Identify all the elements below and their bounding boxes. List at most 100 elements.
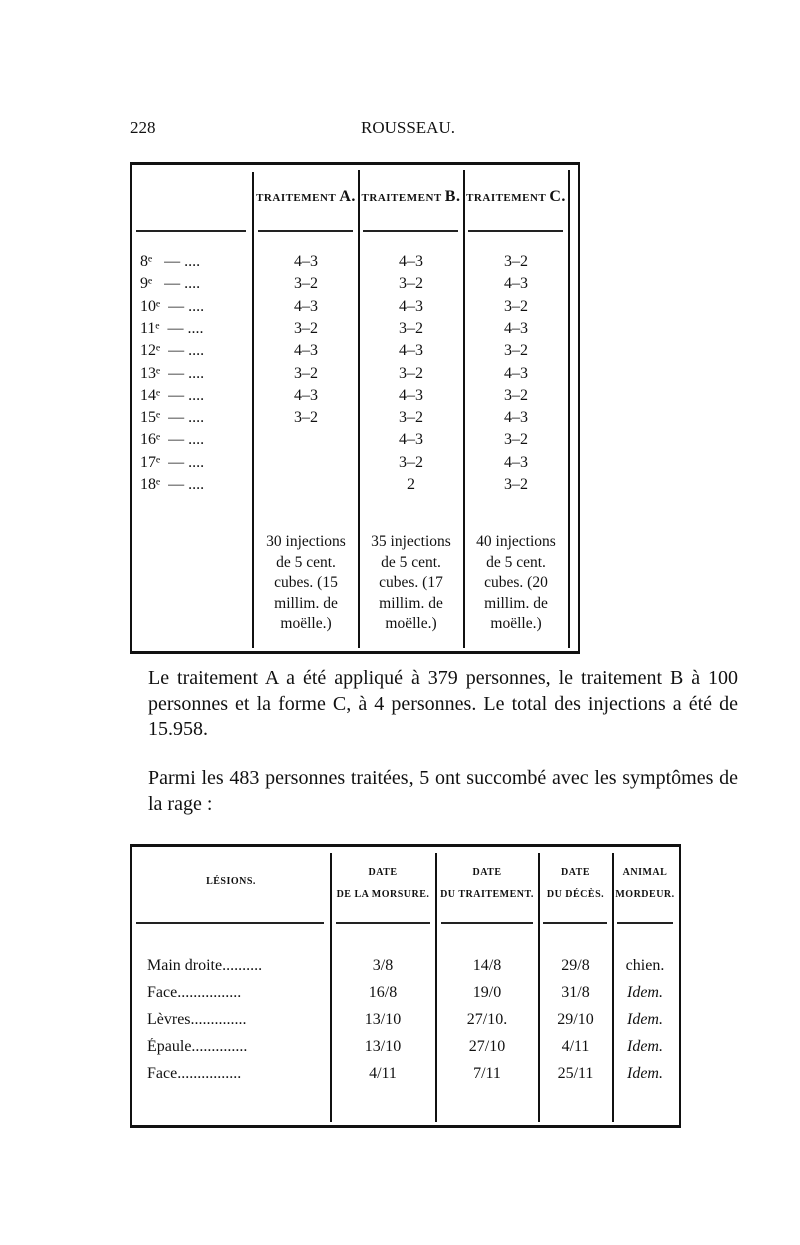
lesion: Main droite.......... <box>147 957 263 974</box>
row-label: 13ᵉ — .... <box>140 364 205 382</box>
cell-c: 3–2 <box>504 386 528 404</box>
header-line: DU TRAITEMENT. <box>440 889 534 900</box>
header-animal-mordeur: ANIMAL MORDEUR. <box>613 862 677 906</box>
cell-a: 4–3 <box>294 253 318 270</box>
column-divider <box>538 853 540 1122</box>
animal-mordeur: Idem. <box>627 984 663 1001</box>
column-divider <box>435 853 437 1122</box>
row-label: 10ᵉ — .... <box>140 297 205 315</box>
note-line: millim. de <box>274 594 338 612</box>
note-line: moëlle.) <box>385 615 437 632</box>
cell-a: 4–3 <box>294 297 318 315</box>
date-morsure: 3/8 <box>372 957 394 974</box>
header-rule <box>363 230 458 232</box>
running-title: ROUSSEAU. <box>361 118 455 137</box>
cell-c: 4–3 <box>504 453 528 471</box>
lesion: Face................ <box>147 1065 242 1082</box>
date-morsure: 13/10 <box>364 1038 402 1055</box>
cell-c: 4–3 <box>504 409 528 427</box>
cell-b: 2 <box>407 476 415 493</box>
note-line: moëlle.) <box>280 615 332 632</box>
column-divider <box>568 170 570 648</box>
header-line: DATE <box>472 867 502 878</box>
date-traitement: 19/0 <box>472 984 502 1001</box>
cell-c: 3–2 <box>504 253 528 270</box>
date-traitement: 27/10. <box>466 1011 508 1028</box>
cell-c: 3–2 <box>504 297 528 315</box>
date-morsure: 16/8 <box>368 984 398 1001</box>
date-deces: 4/11 <box>561 1038 590 1055</box>
cell-b: 3–2 <box>399 453 423 471</box>
note-line: 40 injections <box>476 533 556 550</box>
note-line: cubes. (15 <box>274 574 338 591</box>
paragraph-treatment-summary: Le traitement A a été appliqué à 379 per… <box>148 667 738 740</box>
row-label: 9ᵉ — .... <box>140 275 201 293</box>
paragraph-deaths: Parmi les 483 personnes traitées, 5 ont … <box>148 767 738 815</box>
header-rule <box>617 922 673 924</box>
cell-b: 3–2 <box>399 364 423 382</box>
cell-c: 3–2 <box>504 476 528 493</box>
date-deces: 29/10 <box>557 1011 594 1028</box>
date-deces: 29/8 <box>561 957 590 974</box>
header-traitement-b: TRAITEMENT B. <box>361 188 461 205</box>
header-date-traitement: DATE DU TRAITEMENT. <box>436 862 538 906</box>
header-line: DU DÉCÈS. <box>546 889 605 900</box>
note-line: de 5 cent. <box>276 553 336 571</box>
column-divider <box>252 172 254 648</box>
cell-c: 3–2 <box>504 431 528 449</box>
note-line: de 5 cent. <box>381 553 441 571</box>
animal-mordeur: chien. <box>625 957 665 974</box>
header-traitement-a: TRAITEMENT A. <box>256 188 356 205</box>
note-line: millim. de <box>379 594 443 612</box>
header-rule <box>441 922 533 924</box>
cell-a: 3–2 <box>294 319 318 337</box>
cell-c: 4–3 <box>504 275 528 293</box>
column-divider <box>463 170 465 648</box>
row-label: 8ᵉ — .... <box>140 253 201 270</box>
note-line: 30 injections <box>266 533 346 550</box>
date-morsure: 13/10 <box>364 1011 402 1028</box>
note-line: moëlle.) <box>490 615 542 632</box>
row-label: 17ᵉ — .... <box>140 453 205 471</box>
header-date-morsure: DATE DE LA MORSURE. <box>331 862 435 906</box>
header-line: DATE <box>560 867 591 878</box>
row-label: 11ᵉ — .... <box>140 319 204 337</box>
cell-a: 4–3 <box>294 386 318 404</box>
cell-a: 3–2 <box>294 364 318 382</box>
header-rule <box>336 922 430 924</box>
cell-b: 3–2 <box>399 409 423 427</box>
header-rule <box>258 230 353 232</box>
header-traitement-c: TRAITEMENT C. <box>466 188 566 205</box>
row-label: 18ᵉ — .... <box>140 476 205 493</box>
header-line: DE LA MORSURE. <box>336 889 430 900</box>
note-line: de 5 cent. <box>486 553 546 571</box>
cell-a: 3–2 <box>294 409 318 427</box>
header-rule <box>543 922 607 924</box>
column-divider <box>330 853 332 1122</box>
column-divider <box>612 853 614 1122</box>
date-deces: 25/11 <box>557 1065 594 1082</box>
date-traitement: 14/8 <box>472 957 502 974</box>
cell-b: 3–2 <box>399 275 423 293</box>
date-traitement: 27/10 <box>468 1038 506 1055</box>
note-line: millim. de <box>484 594 548 612</box>
row-label: 16ᵉ — .... <box>140 431 205 449</box>
note-line: cubes. (17 <box>379 574 443 591</box>
page-number: 228 <box>130 118 156 137</box>
cell-b: 4–3 <box>399 297 423 315</box>
row-label: 15ᵉ — .... <box>140 409 205 427</box>
note-line: cubes. (20 <box>484 574 548 591</box>
header-line: MORDEUR. <box>615 889 675 900</box>
header-rule <box>136 922 324 924</box>
header-line: ANIMAL <box>622 867 668 878</box>
header-rule <box>468 230 563 232</box>
cell-b: 4–3 <box>399 342 423 360</box>
table-border <box>130 162 580 654</box>
note-traitement-b: 35 injections de 5 cent. cubes. (17 millim.… <box>359 532 463 635</box>
lesion: Lèvres.............. <box>147 1011 247 1028</box>
column-divider <box>358 170 360 648</box>
lesion: Épaule.............. <box>147 1038 248 1055</box>
header-date-deces: DATE DU DÉCÈS. <box>539 862 612 906</box>
cell-c: 4–3 <box>504 319 528 337</box>
